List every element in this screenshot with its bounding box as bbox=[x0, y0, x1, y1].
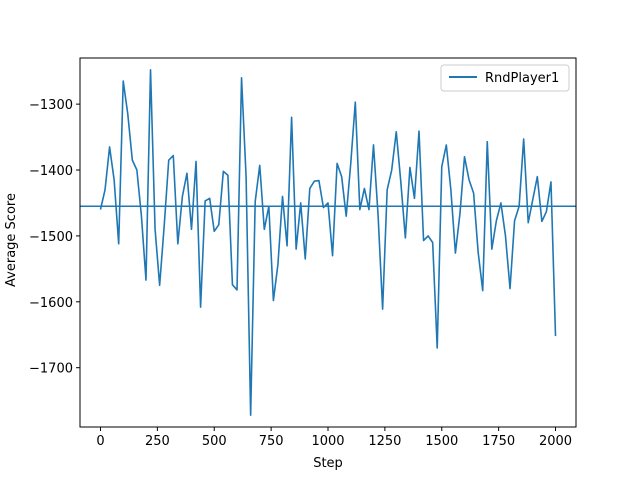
x-axis-label: Step bbox=[313, 456, 343, 471]
x-tick-label: 1250 bbox=[368, 434, 401, 449]
x-tick-label: 1500 bbox=[425, 434, 458, 449]
y-tick-label: −1400 bbox=[29, 164, 73, 179]
y-tick-label: −1500 bbox=[29, 230, 73, 245]
legend-box bbox=[440, 64, 570, 92]
x-tick-label: 250 bbox=[145, 434, 170, 449]
legend: RndPlayer1 bbox=[440, 64, 570, 92]
y-axis-label: Average Score bbox=[4, 193, 19, 287]
x-tick-label: 750 bbox=[259, 434, 284, 449]
y-tick-label: −1300 bbox=[29, 98, 73, 113]
legend-label-rndplayer1: RndPlayer1 bbox=[485, 71, 559, 86]
y-tick-label: −1700 bbox=[29, 362, 73, 377]
x-tick-label: 1000 bbox=[311, 434, 344, 449]
series-line-rndplayer1 bbox=[99, 69, 557, 416]
x-tick-label: 0 bbox=[96, 434, 104, 449]
x-tick-label: 2000 bbox=[539, 434, 572, 449]
x-tick-label: 500 bbox=[202, 434, 227, 449]
x-tick-label: 1750 bbox=[482, 434, 515, 449]
y-tick-label: −1600 bbox=[29, 296, 73, 311]
